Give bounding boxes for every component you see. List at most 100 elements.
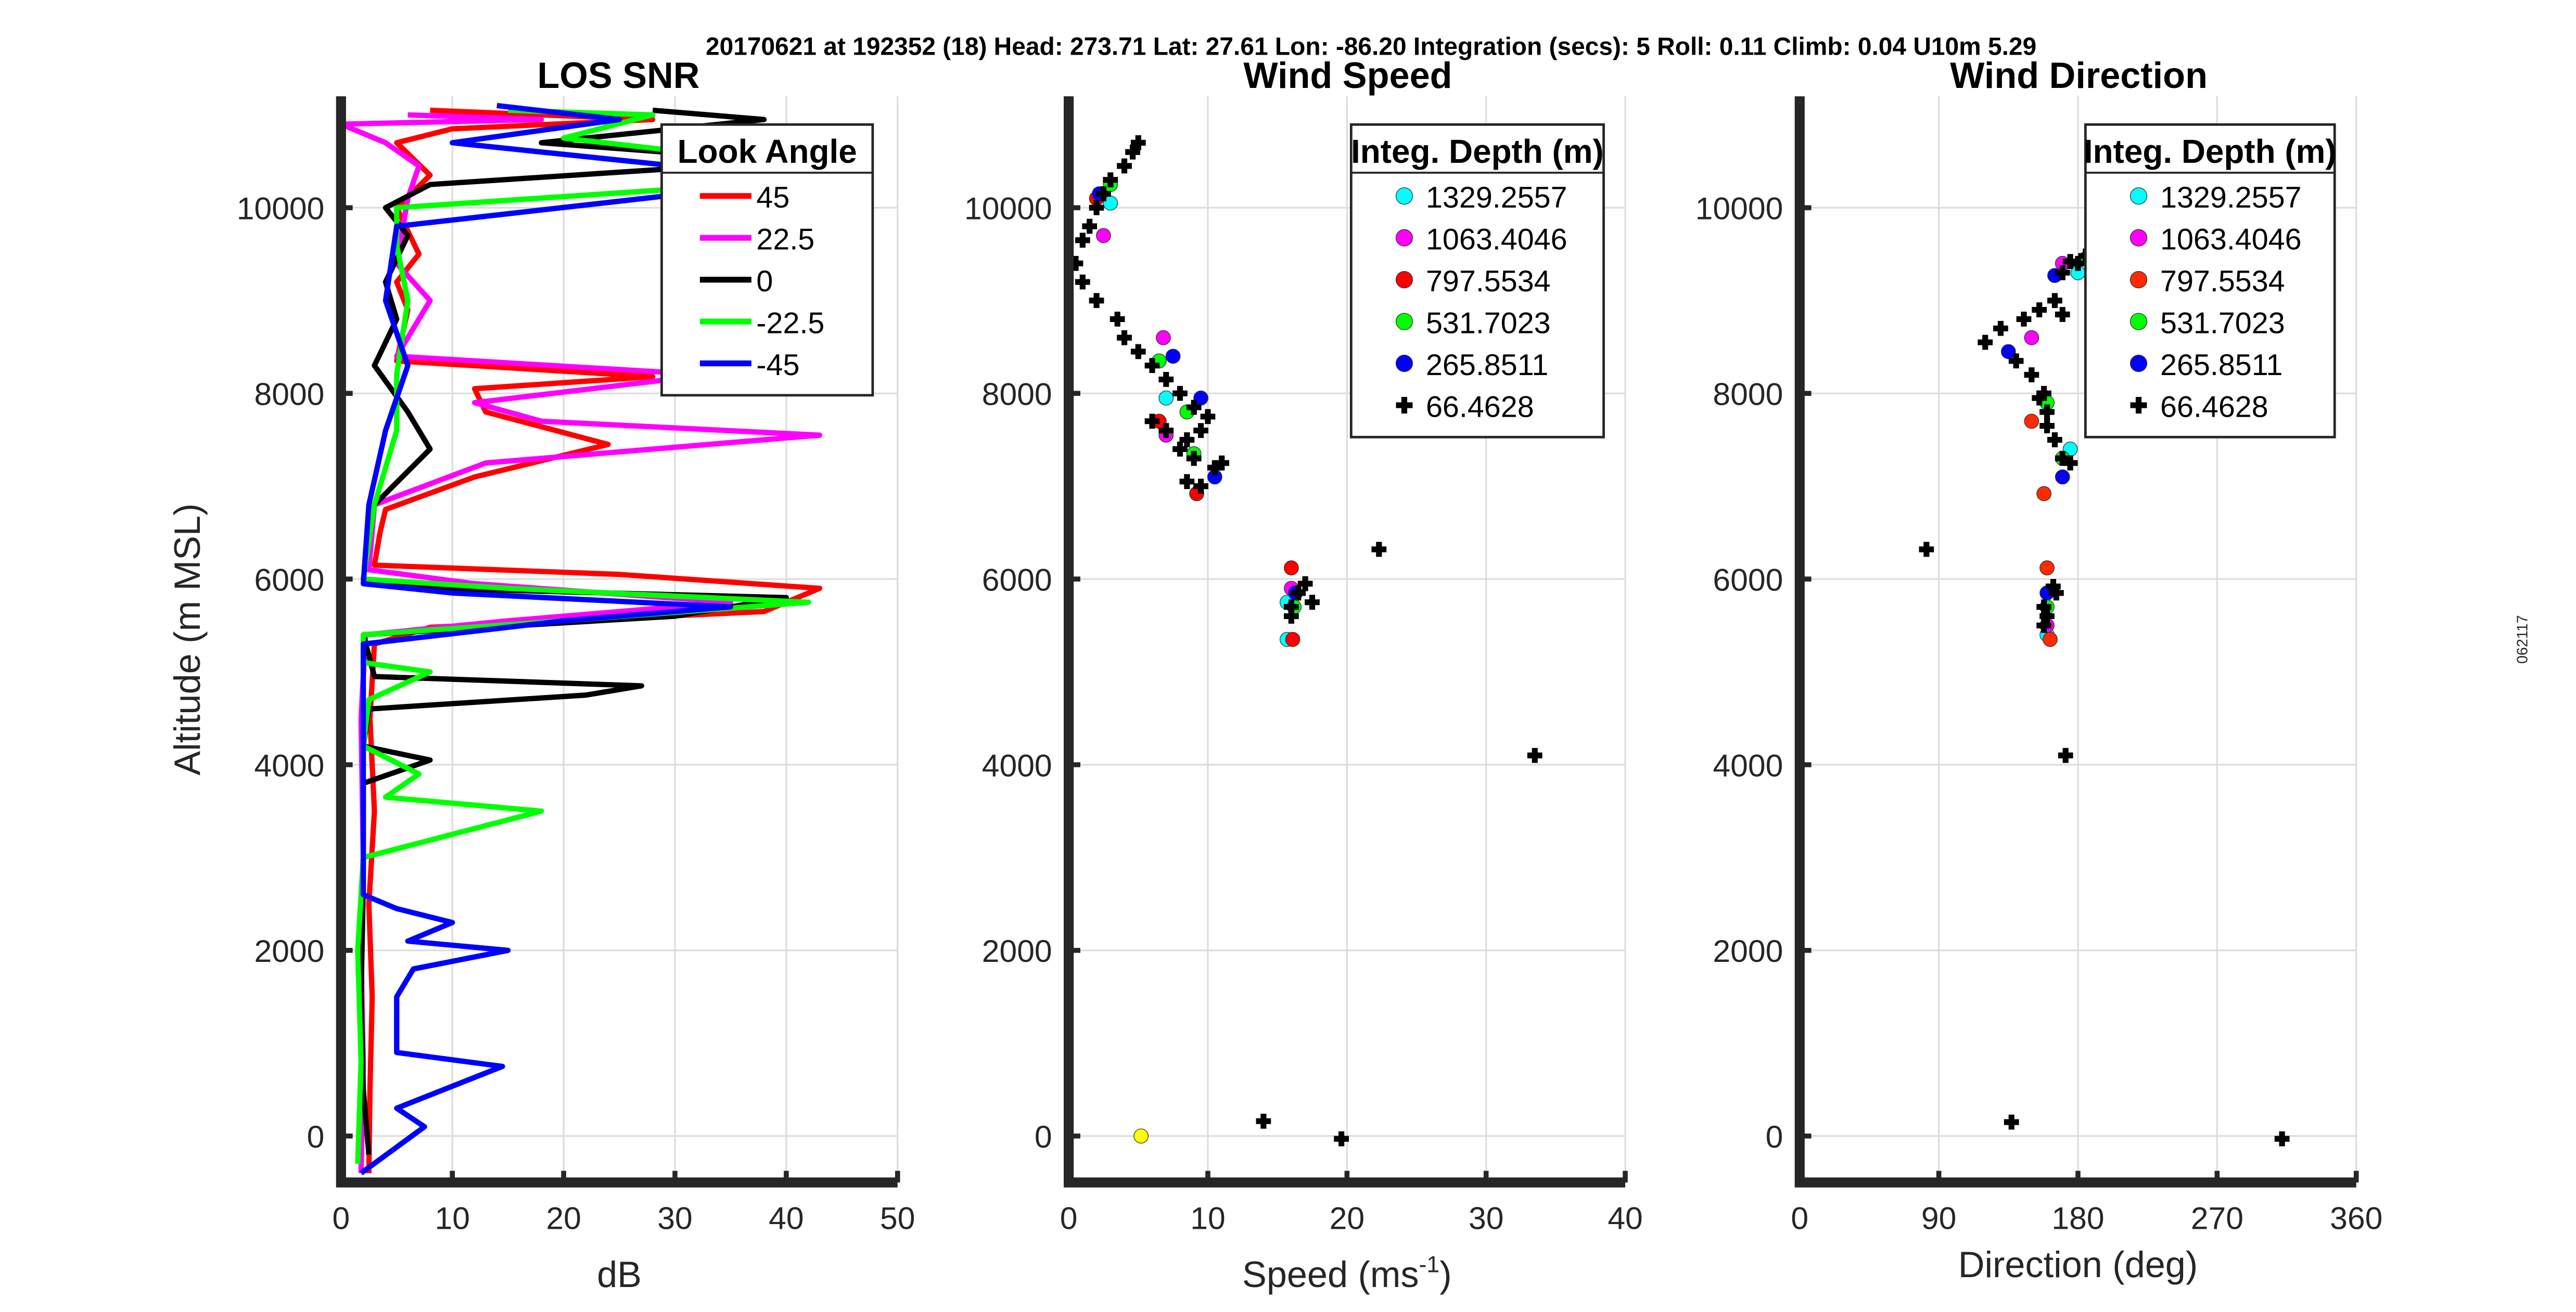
data-point-cross: [2016, 312, 2032, 327]
data-point-cross: [1179, 474, 1195, 490]
y-axis-label: Altitude (m MSL): [167, 504, 208, 776]
legend-box: [1349, 123, 1605, 439]
legend-title: Integ. Depth (m): [1351, 133, 1604, 170]
figure-header: 20170621 at 192352 (18) Head: 273.71 Lat…: [706, 33, 2036, 60]
chart-title: LOS SNR: [537, 55, 699, 96]
panel-wind-speed: 0 10 20 30 40 0 2000 4000 6000 8000 10000 Wind Spee…: [964, 55, 1643, 1295]
data-point-cross: [2032, 302, 2047, 317]
data-point-cross: [1172, 385, 1188, 401]
data-point-cross: [1193, 479, 1208, 494]
y-tick-label: 4000: [982, 748, 1052, 783]
data-point: [1165, 349, 1181, 364]
data-point-cross: [1075, 233, 1090, 248]
data-point: [2055, 469, 2070, 485]
legend-cross-swatch: [1396, 396, 1413, 414]
y-tick-label: 0: [1035, 1119, 1052, 1154]
data-point-cross: [2032, 390, 2047, 406]
legend-label: 22.5: [756, 223, 814, 256]
data-point-cross: [1334, 1131, 1349, 1147]
legend-dot-swatch: [1395, 229, 1413, 247]
x-axis-label: Speed (ms-1): [1242, 1252, 1452, 1295]
data-point-cross: [2039, 418, 2055, 434]
legend-title: Integ. Depth (m): [2084, 133, 2337, 170]
legend-label: 797.5534: [1426, 265, 1551, 298]
legend-dot-swatch: [1395, 313, 1413, 330]
legend-label: -45: [756, 349, 799, 382]
y-tick-label: 6000: [254, 562, 324, 597]
data-point-cross: [2008, 353, 2024, 369]
data-point-cross: [1297, 576, 1313, 591]
series-line--22.5: [355, 107, 811, 1164]
data-point-cross: [2058, 748, 2073, 763]
legend: Integ. Depth (m) 1329.2557 1063.4046 797.55…: [1349, 123, 1605, 439]
chart-title: Wind Direction: [1950, 55, 2208, 96]
data-point-cross: [1193, 423, 1208, 438]
x-tick-label: 20: [546, 1200, 581, 1236]
data-point-cross: [2062, 254, 2078, 269]
data-point-cross: [1117, 330, 1132, 345]
y-tick-label: 8000: [254, 377, 324, 412]
data-point-cross: [1096, 186, 1111, 201]
data-point-cross: [2036, 599, 2052, 614]
data-point: [1133, 1128, 1149, 1144]
data-point-cross: [1082, 218, 1098, 234]
y-tick-label: 4000: [1713, 748, 1783, 783]
data-point-cross: [1158, 423, 1174, 438]
data-point-cross: [2062, 455, 2078, 471]
legend-label: 66.4628: [2160, 390, 2268, 423]
data-point-cross: [1256, 1113, 1271, 1129]
data-point-cross: [1158, 372, 1174, 387]
data-point-cross: [1284, 609, 1299, 624]
data-point-cross: [1993, 320, 2008, 336]
data-point: [1158, 390, 1174, 406]
data-point-cross: [1186, 451, 1202, 466]
data-point: [2043, 632, 2058, 647]
data-point-cross: [1179, 432, 1195, 447]
chart-title: Wind Speed: [1243, 55, 1452, 96]
data-point-cross: [2039, 404, 2055, 420]
data-point-cross: [1200, 409, 1216, 425]
legend-label: 1329.2557: [2160, 181, 2302, 214]
data-point-cross: [2024, 367, 2039, 382]
data-point-cross: [2055, 265, 2070, 280]
data-point: [2024, 414, 2039, 429]
data-point: [2000, 344, 2016, 359]
x-tick-label: 90: [1921, 1200, 1956, 1236]
data-point-cross: [2036, 618, 2052, 633]
side-label: 062117: [2515, 615, 2531, 664]
data-point: [2036, 486, 2051, 501]
x-tick-label: 270: [2191, 1200, 2243, 1236]
data-point-cross: [1117, 158, 1132, 174]
data-point-cross: [1089, 293, 1104, 308]
legend-dot-swatch: [1395, 354, 1413, 372]
data-point-cross: [1186, 400, 1202, 415]
data-point: [2039, 560, 2055, 576]
y-tick-label: 6000: [982, 562, 1052, 597]
legend-label: 1063.4046: [1426, 223, 1567, 256]
x-tick-label: 180: [2051, 1200, 2104, 1236]
data-point: [2024, 330, 2039, 345]
x-tick-label: 40: [1608, 1200, 1642, 1236]
data-point-cross: [1144, 358, 1160, 374]
legend-label: 797.5534: [2160, 265, 2285, 298]
y-tick-label: 10000: [964, 191, 1052, 226]
data-point-cross: [2047, 293, 2062, 308]
legend-box: [660, 123, 874, 397]
legend-box: [2084, 123, 2336, 439]
legend-dot-swatch: [2129, 187, 2148, 205]
y-tick-label: 2000: [1713, 933, 1783, 969]
legend-label: 531.7023: [1426, 306, 1551, 340]
legend-label: 0: [756, 265, 773, 298]
y-tick-label: 0: [307, 1119, 325, 1154]
y-tick-label: 2000: [982, 933, 1052, 969]
data-point: [1156, 330, 1171, 345]
legend-title: Look Angle: [678, 133, 857, 170]
data-point: [1284, 560, 1299, 576]
y-tick-label: 8000: [1713, 377, 1783, 412]
legend: Look Angle 45 22.5 0 -22.5 -45: [660, 123, 874, 397]
y-tick-label: 6000: [1713, 562, 1783, 597]
legend-dot-swatch: [1395, 271, 1413, 289]
data-point-cross: [2039, 609, 2055, 624]
data-point-cross: [1291, 585, 1306, 601]
